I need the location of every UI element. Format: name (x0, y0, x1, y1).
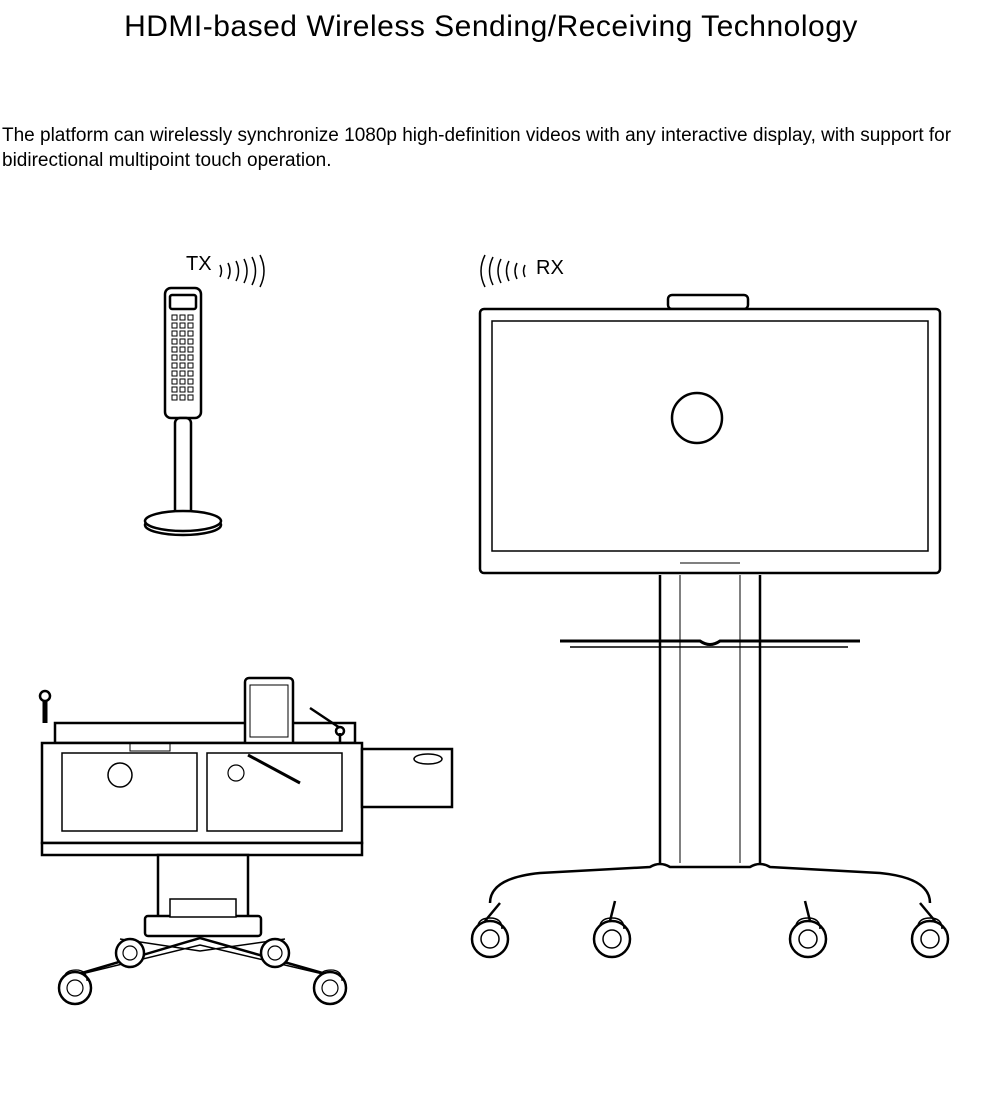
diagram-svg (0, 253, 982, 1033)
receiver-display (472, 295, 948, 957)
mobile-cart (40, 678, 452, 1004)
page-description: The platform can wirelessly synchronize … (2, 124, 982, 173)
page-title: HDMI-based Wireless Sending/Receiving Te… (0, 10, 982, 44)
transmitter-device (145, 288, 221, 535)
caster-icon (472, 918, 508, 957)
rx-waves-icon (481, 255, 525, 287)
tx-waves-icon (220, 255, 264, 287)
technical-diagram: TX RX L L L (0, 253, 982, 1033)
